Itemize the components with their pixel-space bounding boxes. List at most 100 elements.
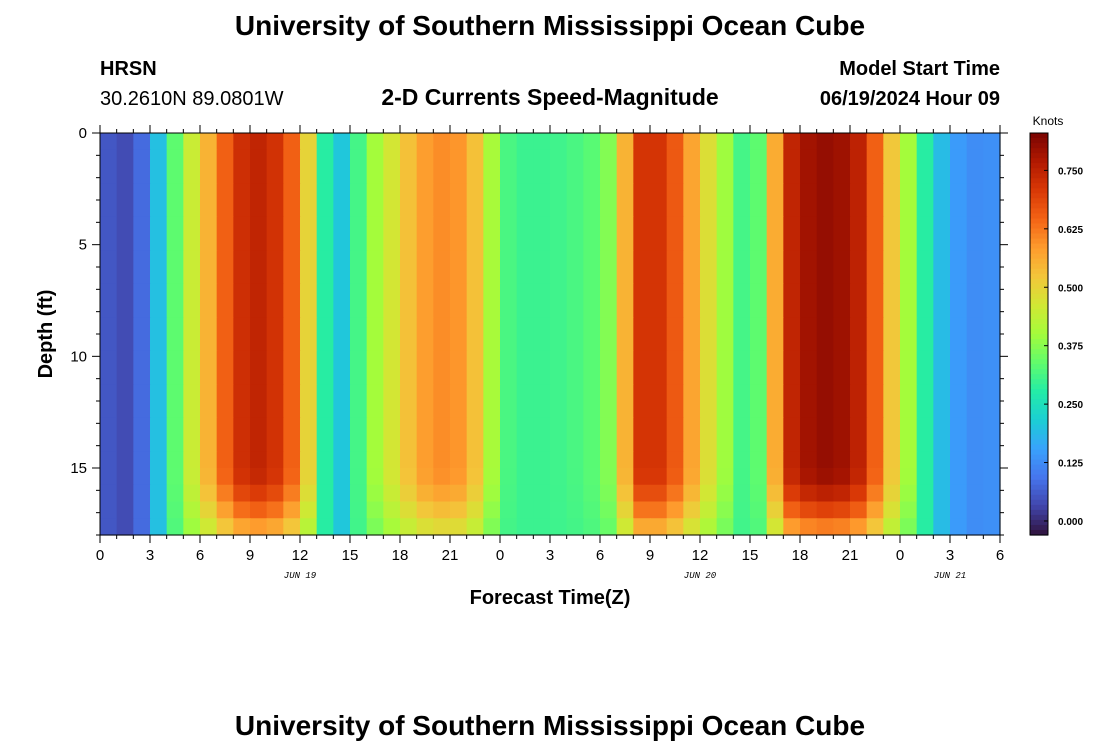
heatmap-cell: [966, 468, 984, 486]
heatmap-cell: [800, 401, 818, 419]
heatmap-cell: [883, 334, 901, 352]
heatmap-cell: [683, 401, 701, 419]
heatmap-cell: [750, 451, 768, 469]
heatmap-cell: [900, 367, 918, 385]
heatmap-cell: [683, 200, 701, 218]
heatmap-cell: [966, 334, 984, 352]
heatmap-cell: [133, 267, 151, 285]
heatmap-cell: [216, 451, 234, 469]
heatmap-cell: [283, 350, 301, 369]
heatmap-cell: [266, 300, 284, 318]
heatmap-cell: [216, 317, 234, 335]
heatmap-cell: [250, 283, 268, 302]
heatmap-cell: [600, 451, 618, 469]
heatmap-cell: [350, 367, 368, 385]
heatmap-cell: [100, 401, 118, 419]
colorbar-swatch: [1030, 178, 1048, 184]
heatmap-cell: [116, 468, 134, 486]
heatmap-cell: [966, 233, 984, 251]
heatmap-cell: [683, 216, 701, 235]
heatmap-cell: [516, 283, 534, 302]
heatmap-cell: [333, 451, 351, 469]
heatmap-cell: [883, 401, 901, 419]
heatmap-cell: [416, 267, 434, 285]
heatmap-cell: [200, 518, 218, 536]
heatmap-cell: [950, 417, 968, 436]
heatmap-cell: [800, 166, 818, 184]
heatmap-cell: [716, 300, 734, 318]
colorbar-swatch: [1030, 464, 1048, 471]
heatmap-cell: [666, 133, 684, 151]
heatmap-cell: [766, 468, 784, 486]
heatmap-cell: [766, 200, 784, 218]
heatmap-cell: [933, 468, 951, 486]
heatmap-cell: [733, 233, 751, 251]
heatmap-cell: [866, 417, 884, 436]
heatmap-cell: [233, 200, 251, 218]
heatmap-cell: [200, 434, 218, 452]
heatmap-cell: [866, 401, 884, 419]
heatmap-cell: [766, 133, 784, 151]
heatmap-cell: [633, 401, 651, 419]
heatmap-cell: [716, 334, 734, 352]
heatmap-cell: [166, 518, 184, 536]
heatmap-cell: [616, 250, 634, 268]
heatmap-cell: [816, 216, 834, 235]
heatmap-cell: [550, 200, 568, 218]
heatmap-cell: [200, 401, 218, 419]
heatmap-cell: [983, 384, 1001, 402]
heatmap-cell: [966, 484, 984, 503]
heatmap-cell: [650, 166, 668, 184]
heatmap-cell: [633, 300, 651, 318]
heatmap-cell: [733, 283, 751, 302]
heatmap-cell: [950, 501, 968, 519]
heatmap-cell: [216, 468, 234, 486]
heatmap-cell: [783, 267, 801, 285]
heatmap-cell: [533, 518, 551, 536]
heatmap-cell: [750, 434, 768, 452]
heatmap-cell: [450, 334, 468, 352]
heatmap-cell: [350, 401, 368, 419]
heatmap-cell: [550, 518, 568, 536]
heatmap-cell: [216, 283, 234, 302]
heatmap-cell: [483, 384, 501, 402]
heatmap-cell: [550, 367, 568, 385]
heatmap-cell: [333, 401, 351, 419]
colorbar-swatch: [1030, 148, 1048, 154]
heatmap-cell: [700, 501, 718, 519]
heatmap-cell: [650, 133, 668, 151]
chart-subtitle: 2-D Currents Speed-Magnitude: [381, 84, 718, 110]
heatmap-cell: [566, 166, 584, 184]
heatmap-cell: [700, 367, 718, 385]
heatmap-cell: [400, 133, 418, 151]
heatmap-cell: [100, 350, 118, 369]
day-label: JUN 19: [284, 571, 317, 581]
heatmap-cell: [166, 501, 184, 519]
colorbar-swatch: [1030, 409, 1048, 416]
heatmap-cell: [750, 283, 768, 302]
heatmap-cell: [466, 300, 484, 318]
heatmap-cell: [333, 183, 351, 201]
heatmap-cell: [166, 367, 184, 385]
heatmap-cell: [516, 183, 534, 201]
heatmap-cell: [733, 250, 751, 268]
heatmap-cell: [916, 501, 934, 519]
heatmap-cell: [883, 183, 901, 201]
colorbar-swatch: [1030, 248, 1048, 255]
heatmap-cell: [583, 434, 601, 452]
heatmap-cell: [383, 317, 401, 335]
colorbar-tick-label: 0.500: [1058, 283, 1083, 294]
heatmap-cell: [433, 283, 451, 302]
heatmap-cell: [666, 518, 684, 536]
heatmap-cell: [733, 149, 751, 168]
heatmap-cell: [583, 384, 601, 402]
heatmap-cell: [350, 300, 368, 318]
heatmap-cell: [283, 501, 301, 519]
heatmap-cell: [600, 200, 618, 218]
heatmap-cell: [366, 484, 384, 503]
heatmap-cell: [183, 133, 201, 151]
heatmap-cell: [250, 367, 268, 385]
heatmap-cell: [950, 300, 968, 318]
heatmap-cell: [500, 267, 518, 285]
heatmap-cell: [933, 149, 951, 168]
